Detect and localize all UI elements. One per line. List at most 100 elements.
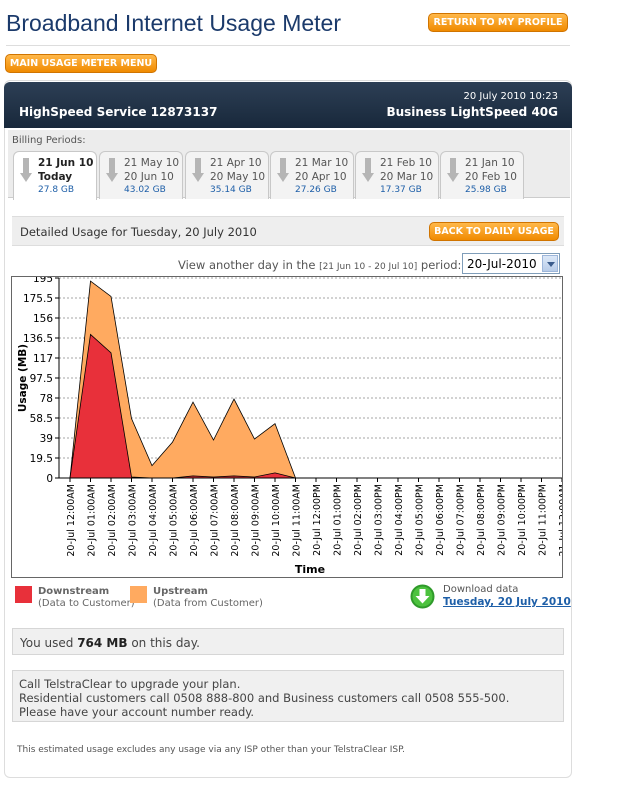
x-tick-label: 20-Jul 02:00PM (353, 484, 364, 556)
period-usage: 35.14 GB (210, 185, 252, 195)
arrow-down-icon (192, 158, 204, 182)
x-tick-label: 20-Jul 10:00PM (517, 484, 528, 556)
x-tick-label: 20-Jul 09:00AM (251, 484, 262, 557)
period-end: 20 Mar 10 (380, 171, 434, 183)
download-data-link[interactable]: Tuesday, 20 July 2010 (443, 596, 571, 608)
view-prefix: View another day in the (178, 258, 316, 272)
return-to-profile-button[interactable]: RETURN TO MY PROFILE (428, 13, 568, 32)
x-tick-label: 20-Jul 01:00AM (87, 484, 98, 557)
chevron-down-icon[interactable] (542, 255, 558, 272)
x-tick-label: 20-Jul 04:00PM (394, 484, 405, 556)
usage-prefix: You used (20, 636, 74, 650)
billing-period-tab[interactable]: 21 Apr 10 20 May 10 35.14 GB (185, 151, 269, 199)
arrow-down-icon (106, 158, 118, 182)
arrow-down-icon (277, 158, 289, 182)
page-title: Broadband Internet Usage Meter (6, 10, 341, 36)
usage-summary: You used 764 MB on this day. (12, 628, 564, 655)
y-tick-label: 78 (40, 393, 53, 405)
x-tick-label: 20-Jul 03:00PM (374, 484, 385, 556)
y-tick-label: 117 (33, 353, 53, 365)
upgrade-line-1: Call TelstraClear to upgrade your plan. (19, 677, 241, 691)
period-start: 21 May 10 (124, 157, 180, 169)
period-start: 21 Apr 10 (210, 157, 262, 169)
view-range: [21 Jun 10 - 20 Jul 10] (319, 262, 418, 272)
x-tick-label: 20-Jul 11:00AM (292, 484, 303, 557)
usage-chart-svg: 0 19.5 39 58.5 78 97.5 117 136.5 156 175.5 195 20-J… (17, 273, 569, 576)
usage-amount: 764 MB (77, 636, 128, 650)
billing-period-tab[interactable]: 21 Mar 10 20 Apr 10 27.26 GB (270, 151, 354, 199)
usage-suffix: on this day. (131, 636, 200, 650)
period-usage: 27.26 GB (295, 185, 337, 195)
upstream-swatch (130, 586, 147, 603)
service-header: 20 July 2010 10:23 HighSpeed Service 128… (4, 82, 572, 128)
period-start: 21 Mar 10 (295, 157, 349, 169)
upstream-area (69, 280, 562, 479)
download-arrow-icon[interactable] (410, 584, 435, 609)
billing-period-tab[interactable]: 21 Feb 10 20 Mar 10 17.37 GB (355, 151, 439, 199)
detail-header: Detailed Usage for Tuesday, 20 July 2010 (12, 216, 564, 246)
x-tick-label: 20-Jul 11:00PM (538, 484, 549, 556)
main-usage-menu-button[interactable]: MAIN USAGE METER MENU (5, 54, 157, 73)
x-tick-label: 20-Jul 07:00AM (210, 484, 221, 557)
x-tick-label: 20-Jul 06:00AM (189, 484, 200, 557)
x-tick-label: 20-Jul 07:00PM (456, 484, 467, 556)
x-tick-label: 20-Jul 10:00AM (271, 484, 282, 557)
x-tick-label: 20-Jul 09:00PM (497, 484, 508, 556)
upgrade-info: Call TelstraClear to upgrade your plan. … (12, 670, 564, 722)
downstream-label: Downstream (38, 586, 110, 597)
period-end: 20 Jun 10 (124, 171, 174, 183)
billing-period-tab[interactable]: 21 Jan 10 20 Feb 10 25.98 GB (440, 151, 524, 199)
back-to-daily-usage-button[interactable]: BACK TO DAILY USAGE (429, 222, 559, 241)
period-usage: 17.37 GB (380, 185, 422, 195)
period-end: 20 Apr 10 (295, 171, 347, 183)
y-tick-label: 156 (33, 313, 53, 325)
usage-chart: 0 19.5 39 58.5 78 97.5 117 136.5 156 175.5 195 20-J… (11, 273, 569, 578)
view-suffix: period: (420, 258, 462, 272)
downstream-sub: (Data to Customer) (38, 598, 135, 609)
arrow-down-icon (20, 158, 32, 182)
footnote: This estimated usage excludes any usage … (17, 745, 405, 755)
download-data-title: Download data (443, 584, 519, 595)
x-tick-label: 20-Jul 02:00AM (107, 484, 118, 557)
detail-title: Detailed Usage for Tuesday, 20 July 2010 (20, 225, 257, 239)
x-tick-label: 20-Jul 04:00AM (148, 484, 159, 557)
y-tick-label: 195 (33, 277, 53, 285)
x-tick-label: 20-Jul 03:00AM (128, 484, 139, 557)
y-tick-label: 175.5 (23, 293, 53, 305)
period-usage: 43.02 GB (124, 185, 166, 195)
x-tick-label: 20-Jul 05:00AM (169, 484, 180, 557)
x-tick-label: 20-Jul 01:00PM (333, 484, 344, 556)
arrow-down-icon (447, 158, 459, 182)
date-select-value: 20-Jul-2010 (467, 257, 537, 271)
service-datetime: 20 July 2010 10:23 (463, 91, 558, 102)
y-tick-label: 58.5 (30, 413, 53, 425)
billing-period-tab[interactable]: 21 May 10 20 Jun 10 43.02 GB (99, 151, 183, 199)
upstream-label: Upstream (153, 586, 208, 597)
x-tick-label: 20-Jul 12:00AM (66, 484, 77, 557)
period-end: Today (38, 171, 73, 183)
view-another-day-text: View another day in the [21 Jun 10 - 20 … (178, 258, 461, 272)
x-tick-label: 20-Jul 06:00PM (435, 484, 446, 556)
y-tick-label: 0 (46, 473, 53, 485)
billing-periods-label: Billing Periods: (12, 135, 86, 146)
arrow-down-icon (362, 158, 374, 182)
y-tick-label: 39 (40, 433, 53, 445)
period-start: 21 Feb 10 (380, 157, 432, 169)
x-tick-label: 21-Jul 12:00AM (558, 484, 562, 557)
date-select[interactable]: 20-Jul-2010 (462, 253, 560, 274)
period-end: 20 May 10 (210, 171, 266, 183)
downstream-swatch (15, 586, 32, 603)
period-end: 20 Feb 10 (465, 171, 517, 183)
y-axis-title: Usage (MB) (17, 344, 29, 412)
upgrade-line-3: Please have your account number ready. (19, 705, 255, 719)
x-tick-label: 20-Jul 08:00AM (230, 484, 241, 557)
x-tick-label: 20-Jul 12:00PM (312, 484, 323, 556)
service-plan: Business LightSpeed 40G (386, 105, 558, 119)
title-divider (6, 45, 570, 46)
y-tick-label: 136.5 (23, 333, 53, 345)
billing-period-tab[interactable]: 21 Jun 10 Today 27.8 GB (13, 151, 97, 200)
upstream-sub: (Data from Customer) (153, 598, 263, 609)
period-usage: 27.8 GB (38, 185, 75, 195)
x-tick-label: 20-Jul 05:00PM (415, 484, 426, 556)
y-tick-label: 19.5 (30, 453, 53, 465)
